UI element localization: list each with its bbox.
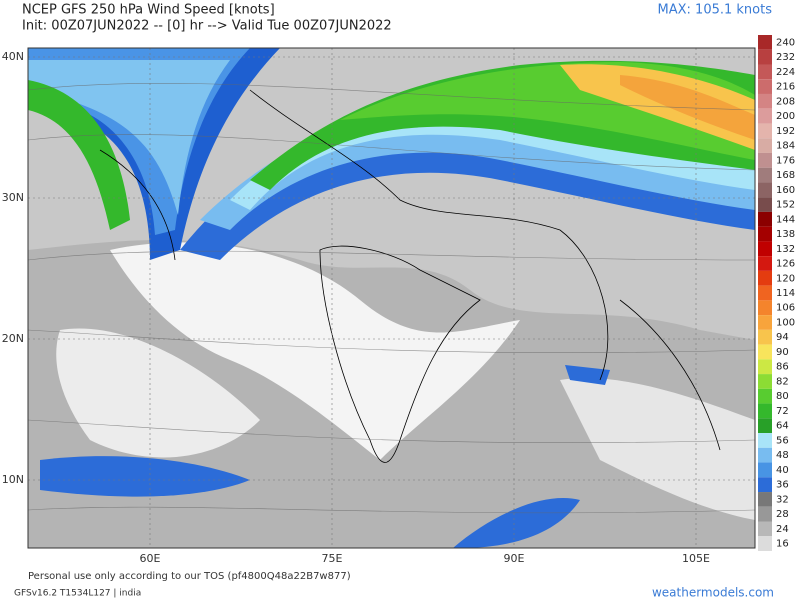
- colorbar-label: 72: [776, 406, 789, 417]
- colorbar-swatch: [758, 35, 772, 50]
- lon-label: 90E: [504, 552, 525, 565]
- title: NCEP GFS 250 hPa Wind Speed [knots]: [22, 3, 275, 18]
- colorbar-label: 114: [776, 288, 795, 299]
- colorbar-label: 208: [776, 96, 795, 107]
- site-link[interactable]: weathermodels.com: [652, 586, 774, 600]
- lat-label: 40N: [2, 50, 24, 63]
- colorbar-swatch: [758, 418, 772, 434]
- colorbar-label: 200: [776, 111, 795, 122]
- colorbar-swatch: [758, 329, 772, 345]
- colorbar-label: 224: [776, 67, 795, 78]
- colorbar-label: 120: [776, 273, 795, 284]
- colorbar-label: 32: [776, 494, 789, 505]
- lat-label: 10N: [2, 473, 24, 486]
- colorbar-label: 48: [776, 450, 789, 461]
- colorbar-label: 168: [776, 170, 795, 181]
- colorbar-swatch: [758, 64, 772, 80]
- colorbar-swatch: [758, 300, 772, 316]
- colorbar-swatch: [758, 108, 772, 124]
- colorbar-label: 86: [776, 362, 789, 373]
- colorbar-label: 28: [776, 509, 789, 520]
- colorbar-label: 192: [776, 126, 795, 137]
- colorbar-label: 144: [776, 214, 795, 225]
- lon-label: 60E: [140, 552, 161, 565]
- colorbar-swatch: [758, 256, 772, 271]
- colorbar-label: 160: [776, 185, 795, 196]
- colorbar-swatch: [758, 492, 772, 507]
- colorbar: 240 232 224 216 208 200 192 184 176 168 160 152 144 1…: [758, 35, 795, 551]
- colorbar-swatch: [758, 138, 772, 153]
- colorbar-label: 40: [776, 465, 789, 476]
- colorbar-label: 90: [776, 347, 789, 358]
- colorbar-swatch: [758, 344, 772, 360]
- map: [27, 47, 756, 549]
- colorbar-swatch: [758, 270, 772, 286]
- colorbar-swatch: [758, 374, 772, 389]
- colorbar-swatch: [758, 536, 772, 551]
- colorbar-label: 56: [776, 435, 789, 446]
- colorbar-swatch: [758, 152, 772, 168]
- colorbar-swatch: [758, 521, 772, 537]
- colorbar-swatch: [758, 285, 772, 301]
- lat-label: 30N: [2, 191, 24, 204]
- colorbar-label: 106: [776, 303, 795, 314]
- colorbar-label: 232: [776, 52, 795, 63]
- colorbar-swatch: [758, 388, 772, 404]
- lat-labels: 40N 30N 20N 10N: [2, 50, 24, 486]
- colorbar-swatch: [758, 477, 772, 493]
- subtitle: Init: 00Z07JUN2022 -- [0] hr --> Valid T…: [22, 19, 392, 34]
- colorbar-swatch: [758, 447, 772, 463]
- colorbar-label: 132: [776, 244, 795, 255]
- colorbar-swatch: [758, 433, 772, 448]
- colorbar-label: 138: [776, 229, 795, 240]
- max-label: MAX: 105.1 knots: [658, 3, 773, 18]
- colorbar-swatch: [758, 182, 772, 198]
- colorbar-label: 36: [776, 480, 789, 491]
- model-info: GFSv16.2 T1534L127 | india: [14, 589, 141, 599]
- colorbar-label: 216: [776, 82, 795, 93]
- colorbar-label: 176: [776, 155, 795, 166]
- colorbar-swatch: [758, 241, 772, 257]
- colorbar-label: 126: [776, 259, 795, 270]
- colorbar-label: 100: [776, 317, 795, 328]
- colorbar-swatch: [758, 167, 772, 183]
- colorbar-swatch: [758, 197, 772, 212]
- colorbar-label: 82: [776, 376, 789, 387]
- colorbar-swatch: [758, 315, 772, 330]
- colorbar-swatch: [758, 359, 772, 375]
- lon-label: 75E: [322, 552, 343, 565]
- colorbar-label: 152: [776, 200, 795, 211]
- colorbar-swatch: [758, 123, 772, 139]
- colorbar-swatch: [758, 462, 772, 478]
- colorbar-label: 240: [776, 37, 795, 48]
- tos-note: Personal use only according to our TOS (…: [28, 571, 351, 582]
- lon-labels: 60E 75E 90E 105E: [140, 552, 710, 565]
- colorbar-swatch: [758, 211, 772, 227]
- colorbar-swatch: [758, 403, 772, 419]
- lon-label: 105E: [682, 552, 710, 565]
- colorbar-label: 24: [776, 524, 789, 535]
- colorbar-swatch: [758, 226, 772, 242]
- colorbar-label: 94: [776, 332, 789, 343]
- colorbar-label: 16: [776, 539, 789, 550]
- colorbar-label: 80: [776, 391, 789, 402]
- lat-label: 20N: [2, 332, 24, 345]
- colorbar-label: 64: [776, 421, 789, 432]
- colorbar-label: 184: [776, 141, 795, 152]
- colorbar-swatch: [758, 79, 772, 94]
- colorbar-swatch: [758, 93, 772, 109]
- colorbar-swatch: [758, 49, 772, 65]
- colorbar-swatch: [758, 506, 772, 522]
